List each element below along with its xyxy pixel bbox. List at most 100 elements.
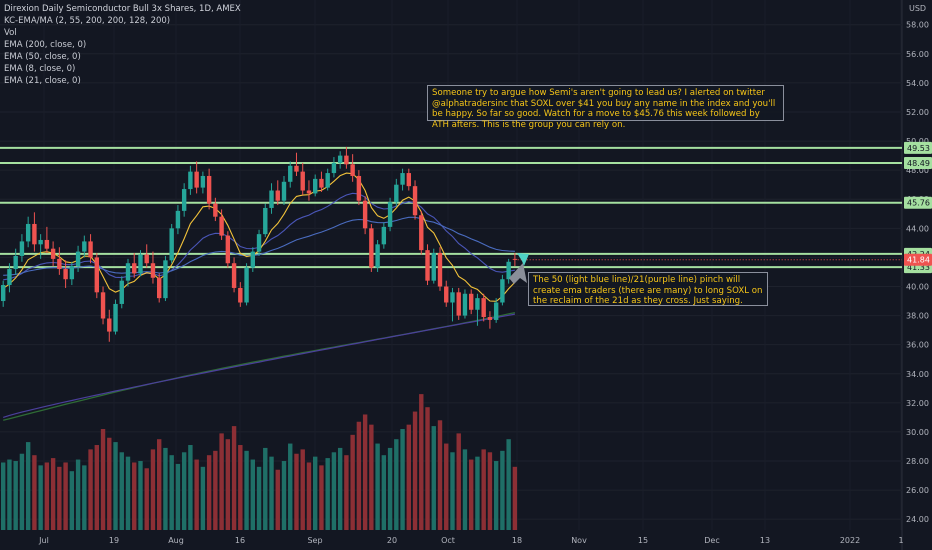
- time-tick-label: 1: [898, 536, 903, 545]
- volume-bar: [319, 465, 324, 530]
- volume-bar: [419, 394, 424, 530]
- ema-low-line: [3, 313, 516, 418]
- volume-bar: [512, 466, 518, 530]
- volume-bar: [157, 439, 162, 530]
- indicator-ema-200[interactable]: EMA (200, close, 0): [4, 40, 87, 50]
- volume-bar: [238, 445, 243, 530]
- volume-bar: [132, 462, 137, 530]
- horizontal-levels: [0, 146, 902, 269]
- candle-body: [406, 173, 411, 187]
- indicator-ema-50[interactable]: EMA (50, close, 0): [4, 52, 81, 62]
- volume-bar: [63, 462, 68, 530]
- candle-body: [256, 234, 262, 252]
- last-price-tag: [904, 253, 932, 266]
- volume-bar: [38, 465, 43, 530]
- time-tick-label: 2022: [840, 536, 860, 545]
- candle-body: [350, 164, 355, 176]
- volume-bar: [425, 407, 430, 530]
- volume-bar: [269, 456, 274, 530]
- volume-bar: [356, 421, 362, 530]
- volume-bar: [188, 445, 193, 530]
- candle-body: [219, 216, 224, 236]
- time-axis[interactable]: Jul 19 Aug 16 Sep 20 Oct 18 Nov 15 Dec 13 2022 1: [38, 536, 903, 545]
- candle-body: [88, 241, 93, 258]
- volume-bar: [288, 443, 293, 530]
- indicator-ema-21[interactable]: EMA (21, close, 0): [4, 76, 81, 86]
- candle-body: [493, 302, 499, 320]
- price-tick-label: 38.00: [906, 312, 929, 321]
- volume-bar: [150, 449, 156, 530]
- price-tick-label: 44.00: [906, 224, 929, 233]
- indicator-ema-8[interactable]: EMA (8, close, 0): [4, 64, 76, 74]
- volume-bar: [313, 456, 318, 530]
- volume-bar: [331, 452, 337, 530]
- chart-grid: [0, 0, 903, 550]
- time-tick-label: Nov: [571, 536, 587, 545]
- candle-body: [69, 266, 75, 280]
- candle-body: [306, 190, 312, 194]
- volume-bar: [325, 458, 330, 530]
- price-tick-label: 28.00: [906, 457, 929, 466]
- candle-body: [294, 165, 299, 172]
- volume-bar: [231, 426, 237, 530]
- price-tick-label: 58.00: [906, 21, 929, 30]
- volume-bar: [481, 449, 486, 530]
- candle-body: [194, 171, 199, 188]
- candle-body: [313, 178, 318, 194]
- price-tick-label: 32.00: [906, 399, 929, 408]
- annotation-arrows: [509, 253, 529, 284]
- volume-bar: [394, 439, 399, 530]
- volume-bar: [369, 424, 374, 530]
- currency-label: USD: [909, 4, 926, 13]
- volume-bar: [500, 450, 505, 530]
- volume-bar: [107, 437, 112, 530]
- level-tag-label: 49.53: [907, 144, 930, 153]
- candle-body: [144, 254, 149, 264]
- volume-bar: [381, 455, 387, 530]
- time-tick-label: 18: [512, 536, 522, 545]
- volume-bar: [263, 447, 268, 530]
- candle-body: [387, 202, 393, 227]
- candle-body: [362, 200, 368, 229]
- price-tick-label: 48.00: [906, 166, 929, 175]
- volume-bar: [350, 434, 355, 530]
- time-tick-label: Dec: [704, 536, 719, 545]
- price-axis[interactable]: USD 24.00 26.00 28.00 30.00 32.00 34.00 36.00 3…: [904, 4, 932, 524]
- price-tick-label: 40.00: [906, 282, 929, 291]
- candle-body: [63, 269, 68, 280]
- volume-bar: [344, 455, 349, 530]
- volume-bar: [113, 442, 118, 530]
- indicator-kc-ema[interactable]: KC-EMA/MA (2, 55, 200, 200, 128, 200): [4, 16, 171, 26]
- price-tick-label: 54.00: [906, 79, 929, 88]
- time-tick-label: 13: [760, 536, 770, 545]
- volume-bar: [69, 471, 75, 530]
- level-tag-label: 45.76: [907, 199, 930, 208]
- candle-body: [32, 223, 37, 245]
- volume-bar: [294, 453, 299, 530]
- level-tag-label: 48.49: [907, 159, 930, 168]
- candle-body: [325, 173, 330, 188]
- candle-body: [231, 263, 237, 288]
- price-tick-label: 26.00: [906, 486, 929, 495]
- candle-body: [300, 171, 305, 191]
- annotation-note-ema-pinch[interactable]: The 50 (light blue line)/21(purple line)…: [528, 272, 768, 306]
- candle-body: [337, 155, 343, 163]
- annotation-note-semis[interactable]: Someone try to argue how Semi's aren't g…: [427, 85, 784, 130]
- symbol-title[interactable]: Direxion Daily Semiconductor Bull 3x Sha…: [4, 4, 241, 14]
- volume-bars: [1, 394, 518, 530]
- candle-body: [500, 279, 505, 303]
- volume-bar: [462, 449, 468, 530]
- volume-bar: [362, 414, 368, 530]
- level-tag: [904, 141, 932, 154]
- candle-body: [163, 260, 168, 299]
- level-tag: [904, 196, 932, 209]
- volume-bar: [125, 456, 131, 530]
- candle-body: [431, 253, 436, 281]
- candle-body: [394, 184, 399, 203]
- candle-body: [250, 251, 255, 268]
- candle-body: [188, 171, 193, 190]
- candle-body: [225, 235, 231, 264]
- volume-bar: [163, 447, 168, 530]
- indicator-vol[interactable]: Vol: [4, 28, 17, 38]
- volume-bar: [50, 458, 56, 530]
